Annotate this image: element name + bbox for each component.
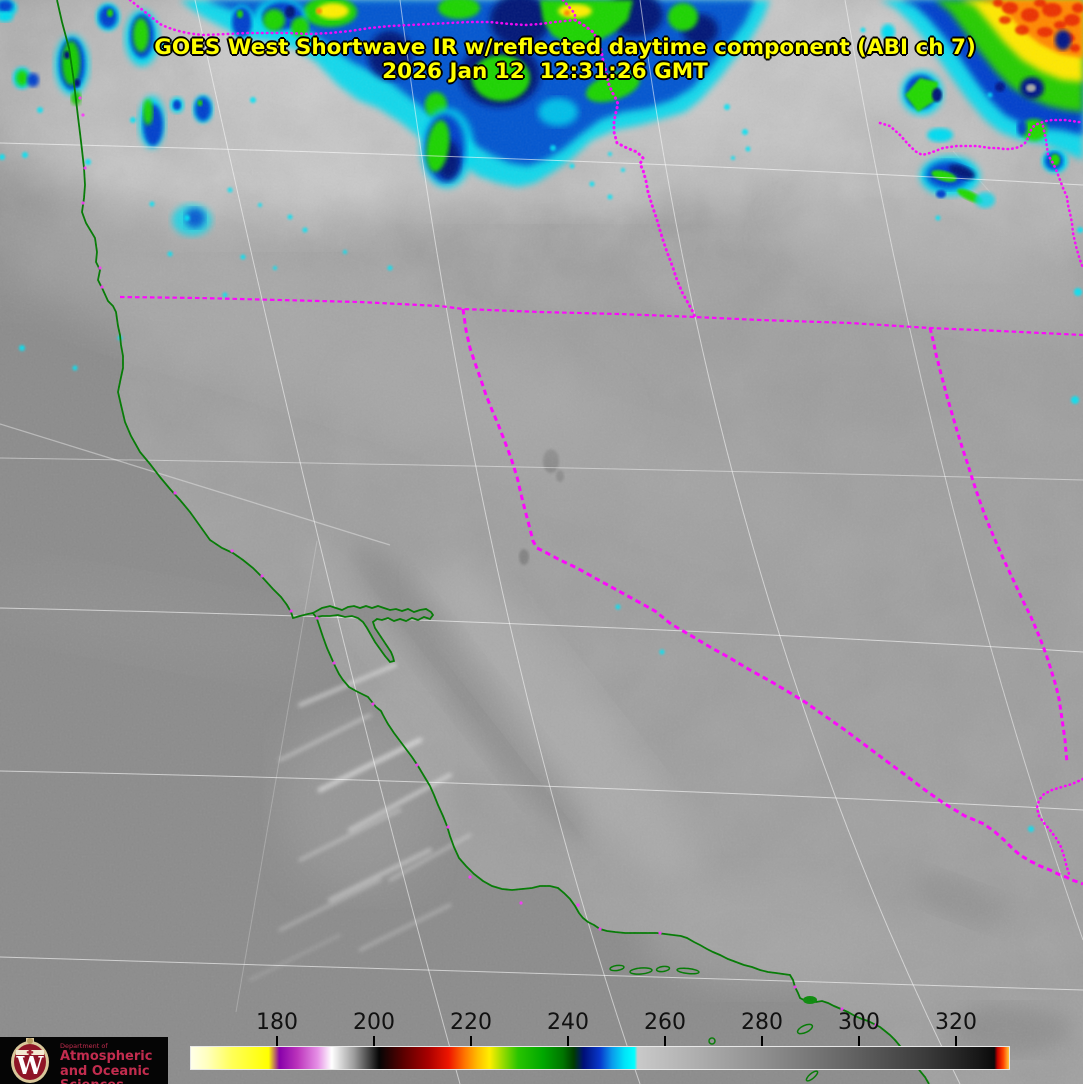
colorbar-tick [567,1036,569,1046]
colorbar-tick [373,1036,375,1046]
product-title: GOES West Shortwave IR w/reflected dayti… [154,35,976,60]
temperature-colorbar [190,1046,1010,1070]
colorbar-tick [955,1036,957,1046]
colorbar-tick [470,1036,472,1046]
colorbar-label: 300 [838,1010,880,1035]
colorbar-label: 180 [256,1010,298,1035]
logo-line1: Atmospheric [60,1049,153,1064]
colorbar-label: 240 [547,1010,589,1035]
uw-crest-icon: W [11,1038,49,1083]
logo-line2: and Oceanic Sciences [60,1064,150,1084]
colorbar-tick [276,1036,278,1046]
colorbar-label: 220 [450,1010,492,1035]
colorbar-label: 200 [353,1010,395,1035]
colorbar-tick [761,1036,763,1046]
colorbar-label: 320 [935,1010,977,1035]
colorbar-label: 260 [644,1010,686,1035]
institution-logo: W Department of Atmospheric and Oceanic … [0,1037,168,1084]
colorbar-label: 280 [741,1010,783,1035]
product-timestamp: 2026 Jan 12 12:31:26 GMT [382,59,708,84]
svg-text:W: W [16,1051,45,1080]
logo-dept-prefix: Department of [60,1042,108,1050]
colorbar-tick [858,1036,860,1046]
colorbar-tick [664,1036,666,1046]
